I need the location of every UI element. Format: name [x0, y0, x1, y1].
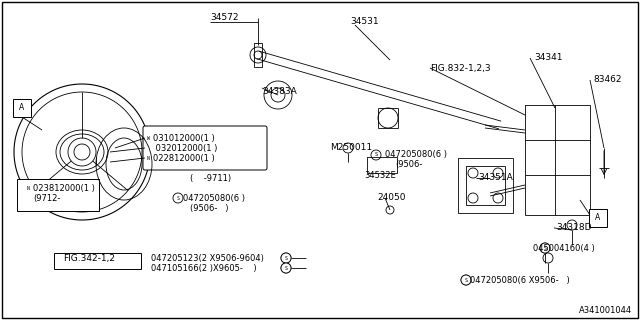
Text: N: N	[147, 156, 149, 161]
Text: S: S	[285, 266, 287, 270]
Bar	[13, 99, 31, 117]
Text: S: S	[543, 245, 547, 251]
Polygon shape	[540, 243, 550, 253]
Text: 34341: 34341	[534, 53, 563, 62]
Polygon shape	[371, 150, 381, 160]
Text: 34572: 34572	[210, 13, 239, 22]
Text: (    -9711): ( -9711)	[190, 173, 231, 182]
Text: W: W	[147, 135, 149, 140]
Text: 34318D: 34318D	[556, 223, 591, 233]
Text: (9506-: (9506-	[395, 161, 422, 170]
Text: 022812000(1 ): 022812000(1 )	[153, 154, 215, 163]
Polygon shape	[461, 275, 471, 285]
Text: S: S	[465, 277, 467, 283]
Polygon shape	[143, 153, 153, 163]
Text: 023812000(1 ): 023812000(1 )	[33, 183, 95, 193]
Text: S: S	[177, 196, 179, 201]
Polygon shape	[173, 193, 183, 203]
Polygon shape	[281, 253, 291, 263]
FancyBboxPatch shape	[17, 179, 99, 211]
Text: A: A	[595, 213, 600, 222]
Text: (9506-   ): (9506- )	[190, 204, 228, 212]
Polygon shape	[23, 183, 33, 193]
Text: 045004160(4 ): 045004160(4 )	[533, 244, 595, 252]
Text: 047205123(2 X9506-9604): 047205123(2 X9506-9604)	[151, 253, 264, 262]
Polygon shape	[143, 133, 153, 143]
Text: 031012000(1 ): 031012000(1 )	[153, 133, 215, 142]
Text: 032012000(1 ): 032012000(1 )	[153, 143, 218, 153]
Text: 34531: 34531	[350, 18, 379, 27]
Text: (9712-: (9712-	[33, 194, 60, 203]
Text: 047205080(6 ): 047205080(6 )	[385, 150, 447, 159]
Text: S: S	[374, 153, 378, 157]
Bar	[589, 209, 607, 227]
Text: 83462: 83462	[593, 76, 621, 84]
Text: 047105166(2 )X9605-    ): 047105166(2 )X9605- )	[151, 263, 257, 273]
Text: S: S	[285, 255, 287, 260]
Text: 24050: 24050	[377, 194, 406, 203]
Text: N: N	[27, 186, 29, 190]
Text: 047205080(6 ): 047205080(6 )	[183, 194, 245, 203]
Text: 34351A: 34351A	[478, 173, 513, 182]
Text: 34532E: 34532E	[364, 171, 396, 180]
Text: FIG.832-1,2,3: FIG.832-1,2,3	[430, 63, 491, 73]
Text: FIG.342-1,2: FIG.342-1,2	[63, 253, 115, 262]
Text: A341001044: A341001044	[579, 306, 632, 315]
Text: A: A	[19, 103, 24, 113]
FancyBboxPatch shape	[143, 126, 267, 170]
Polygon shape	[281, 263, 291, 273]
Text: 34383A: 34383A	[262, 87, 297, 97]
Text: 047205080(6 X9506-   ): 047205080(6 X9506- )	[470, 276, 570, 284]
FancyBboxPatch shape	[54, 253, 141, 269]
Text: M250011: M250011	[330, 143, 372, 153]
